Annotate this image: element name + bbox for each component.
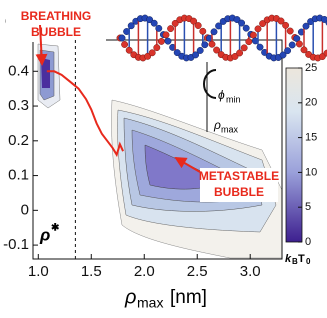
y-tick-label: -0.1 bbox=[3, 236, 29, 253]
dna-bead bbox=[201, 41, 209, 49]
dna-bead bbox=[282, 21, 290, 29]
y-tick-label: 0.2 bbox=[8, 132, 29, 149]
trajectory bbox=[46, 70, 125, 158]
dna-bead bbox=[318, 53, 326, 61]
dna-bead bbox=[284, 47, 292, 55]
annotation-box bbox=[200, 168, 278, 202]
dna-bead bbox=[150, 19, 158, 27]
dna-bead bbox=[146, 16, 154, 24]
dna-bead bbox=[125, 46, 133, 54]
dna-bead bbox=[277, 17, 285, 25]
dna-bead bbox=[194, 22, 202, 29]
x-axis-label-sub: max bbox=[137, 295, 163, 311]
annotation-arrow bbox=[174, 156, 201, 173]
dna-bead bbox=[236, 49, 244, 57]
dna-bead bbox=[155, 24, 163, 32]
dna-bead bbox=[153, 44, 161, 52]
x-tick-label: 2.5 bbox=[187, 263, 208, 280]
dna-bead bbox=[162, 31, 170, 39]
illustration-label: ρ bbox=[213, 118, 221, 132]
colorbar-tick-label: 0 bbox=[305, 236, 311, 248]
illustration-label-sub: max bbox=[221, 124, 239, 134]
x-axis-label-unit: [nm] bbox=[170, 287, 207, 308]
illustration-label-sub: min bbox=[226, 94, 241, 104]
colorbar-tick-label: 25 bbox=[305, 62, 317, 74]
y-tick-label: 0.4 bbox=[8, 62, 29, 79]
dna-bead bbox=[238, 19, 246, 27]
colorbar-tick-label: 10 bbox=[305, 166, 317, 178]
dna-bead bbox=[259, 20, 267, 28]
dna-bead bbox=[171, 19, 179, 27]
reference-label: ρ bbox=[39, 225, 50, 244]
dna-bead bbox=[127, 22, 135, 30]
dna-bead bbox=[192, 51, 200, 59]
colorbar-label-mid: T bbox=[298, 253, 305, 265]
dna-bead bbox=[144, 52, 152, 60]
dna-bead bbox=[256, 43, 264, 51]
reference-label-sup: ✱ bbox=[51, 223, 60, 234]
dna-bead bbox=[173, 49, 181, 57]
x-tick-label: 3.0 bbox=[240, 263, 261, 280]
x-tick-label: 1.0 bbox=[28, 263, 49, 280]
dna-bead bbox=[254, 25, 262, 33]
annotation: BUBBLE bbox=[31, 25, 81, 39]
dna-bead bbox=[148, 49, 156, 57]
dna-bead bbox=[288, 41, 296, 49]
y-tick-label: 0 bbox=[21, 201, 29, 218]
rotation-arrow bbox=[203, 69, 217, 99]
colorbar bbox=[285, 67, 303, 243]
annotation-arrow bbox=[35, 24, 48, 66]
x-tick-label: 2.0 bbox=[134, 263, 155, 280]
dna-bead bbox=[320, 15, 327, 23]
y-tick-label: 0.3 bbox=[8, 97, 29, 114]
colorbar-tick-label: 15 bbox=[305, 132, 317, 144]
dna-bead bbox=[233, 16, 241, 23]
dna-bead bbox=[118, 34, 126, 42]
colorbar-tick-label: 5 bbox=[305, 201, 311, 213]
dna-bead bbox=[240, 44, 248, 52]
annotation: BREATHING bbox=[21, 9, 91, 23]
dna-illustration bbox=[116, 14, 327, 62]
dna-bead bbox=[245, 38, 253, 46]
dna-bead bbox=[300, 46, 308, 54]
annotation-box bbox=[6, 8, 106, 42]
dna-bead bbox=[167, 25, 175, 33]
dna-bead bbox=[121, 41, 129, 48]
x-axis-label: ρ bbox=[124, 286, 136, 308]
annotation: METASTABLE bbox=[199, 169, 279, 183]
dna-bead bbox=[295, 40, 303, 48]
annotation: BUBBLE bbox=[214, 185, 264, 199]
illustration-label: ϕ bbox=[218, 88, 225, 102]
colorbar-label-sub: 0 bbox=[306, 257, 311, 266]
dna-bead bbox=[279, 51, 287, 59]
dna-bead bbox=[157, 37, 165, 45]
dna-bead bbox=[242, 24, 250, 32]
dna-bead bbox=[164, 37, 172, 45]
dna-bead bbox=[286, 27, 294, 35]
dna-bead bbox=[208, 40, 216, 48]
dna-bead bbox=[196, 47, 204, 54]
dna-bead bbox=[213, 46, 221, 54]
dna-bead bbox=[231, 53, 239, 60]
colorbar-label: k bbox=[285, 253, 292, 265]
dna-bead bbox=[249, 31, 257, 39]
y-tick-label: 0.1 bbox=[8, 167, 29, 184]
colorbar-label-sub: B bbox=[292, 257, 298, 266]
dna-bead bbox=[190, 17, 198, 25]
colorbar-tick-label: 20 bbox=[305, 97, 317, 109]
contour-field bbox=[37, 43, 283, 259]
dna-bead bbox=[210, 28, 218, 36]
dna-bead bbox=[302, 22, 310, 30]
dna-bead bbox=[199, 27, 207, 35]
x-tick-label: 1.5 bbox=[81, 263, 102, 280]
